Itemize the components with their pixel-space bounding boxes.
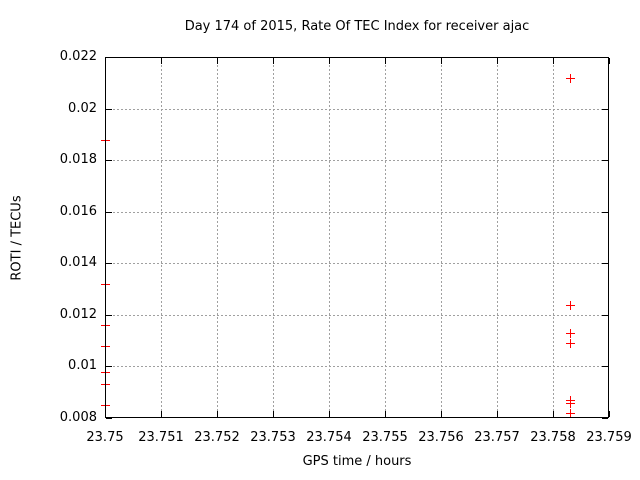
grid-line-x <box>497 57 498 418</box>
y-tick-label: 0.02 <box>68 101 97 116</box>
x-axis-tick-bottom <box>609 411 610 417</box>
y-axis-tick-left <box>106 263 112 264</box>
data-point-marker <box>566 339 575 348</box>
y-tick-label: 0.018 <box>59 152 97 167</box>
grid-line-x <box>553 57 554 418</box>
y-axis-tick-right <box>602 263 608 264</box>
x-axis-tick-bottom <box>329 411 330 417</box>
x-axis-tick-top <box>441 58 442 64</box>
grid-line-x <box>385 57 386 418</box>
data-point-marker <box>566 74 575 83</box>
x-axis-tick-top <box>217 58 218 64</box>
x-axis-tick-bottom <box>385 411 386 417</box>
y-axis-tick-left <box>106 160 112 161</box>
y-tick-label: 0.022 <box>59 49 97 64</box>
x-axis-tick-bottom <box>217 411 218 417</box>
x-tick-label: 23.757 <box>474 430 520 445</box>
x-tick-label: 23.756 <box>418 430 464 445</box>
plot-grid <box>105 57 609 418</box>
y-tick-label: 0.008 <box>59 410 97 425</box>
y-axis-tick-left <box>106 109 112 110</box>
x-axis-tick-bottom <box>441 411 442 417</box>
x-axis-tick-bottom <box>553 411 554 417</box>
x-tick-label: 23.759 <box>586 430 632 445</box>
y-axis-tick-right <box>602 418 608 419</box>
grid-line-y <box>105 212 609 213</box>
x-axis-tick-top <box>385 58 386 64</box>
x-axis-tick-bottom <box>161 411 162 417</box>
y-axis-tick-right <box>602 366 608 367</box>
x-tick-label: 23.758 <box>530 430 576 445</box>
y-axis-tick-left <box>106 315 112 316</box>
y-axis-tick-left <box>106 418 112 419</box>
y-tick-label: 0.01 <box>68 358 97 373</box>
grid-line-y <box>105 109 609 110</box>
y-axis-tick-right <box>602 57 608 58</box>
plot-ticks-layer <box>105 57 610 419</box>
y-tick-label: 0.016 <box>59 204 97 219</box>
data-point-marker <box>566 329 575 338</box>
x-axis-tick-top <box>329 58 330 64</box>
data-point-marker <box>566 301 575 310</box>
y-tick-label: 0.012 <box>59 307 97 322</box>
grid-line-x <box>329 57 330 418</box>
y-axis-tick-right <box>602 212 608 213</box>
grid-line-x <box>217 57 218 418</box>
x-axis-tick-bottom <box>273 411 274 417</box>
grid-line-x <box>273 57 274 418</box>
grid-line-y <box>105 366 609 367</box>
y-axis-tick-right <box>602 109 608 110</box>
y-axis-tick-left <box>106 57 112 58</box>
x-axis-tick-bottom <box>105 411 106 417</box>
x-tick-label: 23.752 <box>194 430 240 445</box>
chart-title: Day 174 of 2015, Rate Of TEC Index for r… <box>184 19 530 34</box>
x-axis-tick-top <box>609 58 610 64</box>
y-axis-tick-right <box>602 160 608 161</box>
x-axis-tick-top <box>105 58 106 64</box>
x-tick-label: 23.754 <box>306 430 352 445</box>
x-tick-label: 23.753 <box>250 430 296 445</box>
grid-line-y <box>105 263 609 264</box>
x-axis-tick-top <box>273 58 274 64</box>
grid-line-y <box>105 160 609 161</box>
y-axis-tick-right <box>602 315 608 316</box>
x-tick-label: 23.75 <box>86 430 124 445</box>
data-point-marker <box>566 399 575 408</box>
y-axis-tick-left <box>106 366 112 367</box>
x-axis-tick-top <box>161 58 162 64</box>
x-tick-label: 23.751 <box>138 430 184 445</box>
data-point-marker <box>566 409 575 418</box>
x-axis-tick-top <box>553 58 554 64</box>
x-axis-label: GPS time / hours <box>302 454 412 469</box>
x-axis-tick-top <box>497 58 498 64</box>
y-axis-tick-left <box>106 212 112 213</box>
grid-line-x <box>441 57 442 418</box>
x-tick-label: 23.755 <box>362 430 408 445</box>
y-tick-label: 0.014 <box>59 255 97 270</box>
grid-line-y <box>105 315 609 316</box>
x-axis-tick-bottom <box>497 411 498 417</box>
grid-line-x <box>161 57 162 418</box>
